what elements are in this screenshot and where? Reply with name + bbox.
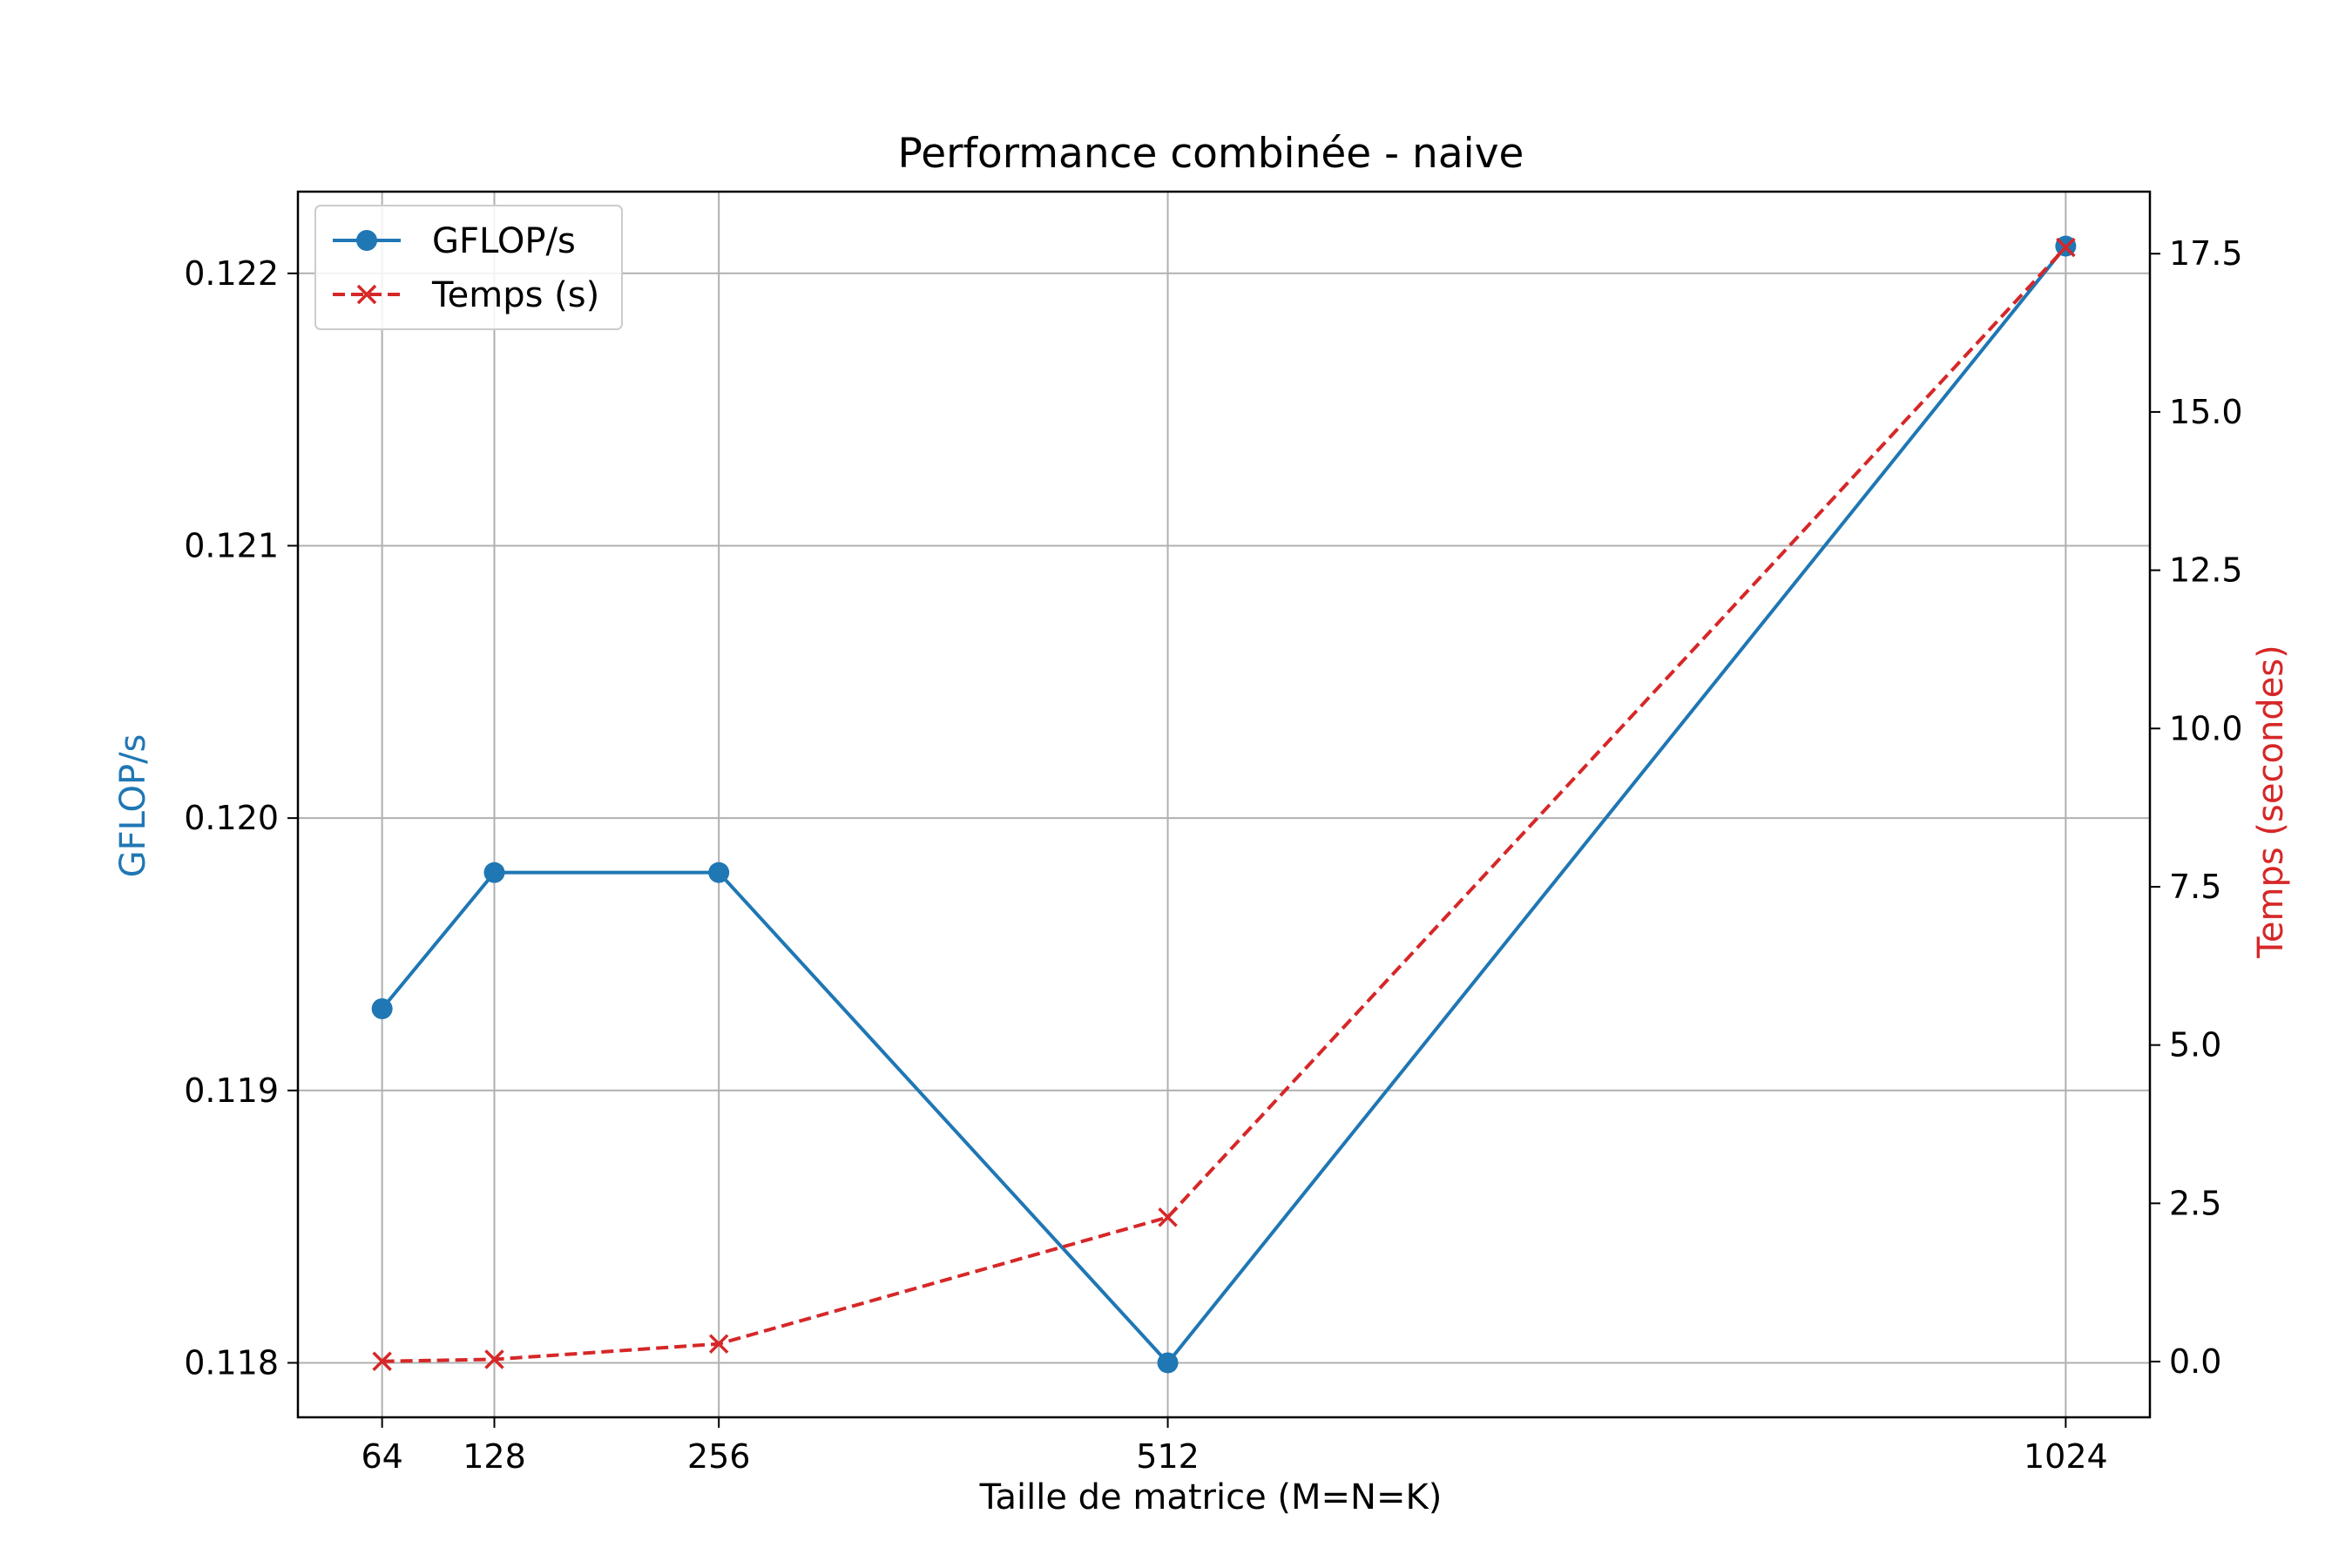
legend-marker-temps	[356, 284, 377, 305]
legend-marker-gflops	[356, 230, 377, 251]
data-point-temps	[372, 1351, 392, 1371]
y2-axis-title: Temps (secondes)	[2251, 645, 2291, 958]
x-axis-title: Taille de matrice (M=N=K)	[979, 1477, 1443, 1517]
legend-x-marker	[356, 284, 377, 305]
y-tick-label: 0.121	[184, 526, 279, 564]
data-point-gflops	[1157, 1352, 1179, 1374]
y2-tick-label: 7.5	[2169, 868, 2221, 906]
grid-layer	[298, 192, 2150, 1417]
data-point-temps	[708, 1334, 729, 1354]
y2-tick-label: 10.0	[2169, 709, 2243, 747]
y-tick-label: 0.118	[184, 1343, 279, 1382]
x-tick-label: 128	[463, 1437, 526, 1476]
y2-tick-label: 12.5	[2169, 551, 2243, 590]
y2-tick-label: 15.0	[2169, 393, 2243, 431]
ticks-layer: 64 128 256 512 1024 0.118 0.119 0.120 0.121 0.122…	[184, 234, 2242, 1476]
data-point-temps	[1158, 1207, 1178, 1227]
x-tick-label: 1024	[2024, 1437, 2108, 1476]
chart-title: Performance combinée - naive	[898, 130, 1524, 178]
x-tick-label: 512	[1136, 1437, 1200, 1476]
legend-item-temps: Temps (s)	[333, 275, 599, 315]
legend-label-temps: Temps (s)	[431, 275, 599, 315]
data-point-gflops	[483, 862, 505, 883]
y2-tick-label: 17.5	[2169, 234, 2243, 273]
legend-label-gflops: GFLOP/s	[432, 221, 576, 261]
y-tick-label: 0.119	[184, 1071, 279, 1110]
legend-box	[314, 205, 623, 330]
data-point-temps	[484, 1349, 504, 1369]
legend: GFLOP/s Temps (s)	[314, 205, 623, 330]
y2-tick-label: 2.5	[2169, 1184, 2221, 1222]
data-point-gflops	[371, 998, 393, 1019]
data-point-temps	[2056, 237, 2076, 258]
y-tick-label: 0.120	[184, 799, 279, 837]
y-tick-label: 0.122	[184, 254, 279, 293]
x-tick-label: 64	[361, 1437, 402, 1476]
y-axis-title: GFLOP/s	[113, 734, 153, 878]
y2-tick-label: 5.0	[2169, 1026, 2221, 1064]
plot-frame	[296, 190, 2152, 1419]
y2-tick-label: 0.0	[2169, 1342, 2221, 1381]
legend-item-gflops: GFLOP/s	[333, 221, 576, 261]
data-point-gflops	[708, 862, 730, 883]
series-layer	[371, 235, 2077, 1374]
x-tick-label: 256	[687, 1437, 751, 1476]
